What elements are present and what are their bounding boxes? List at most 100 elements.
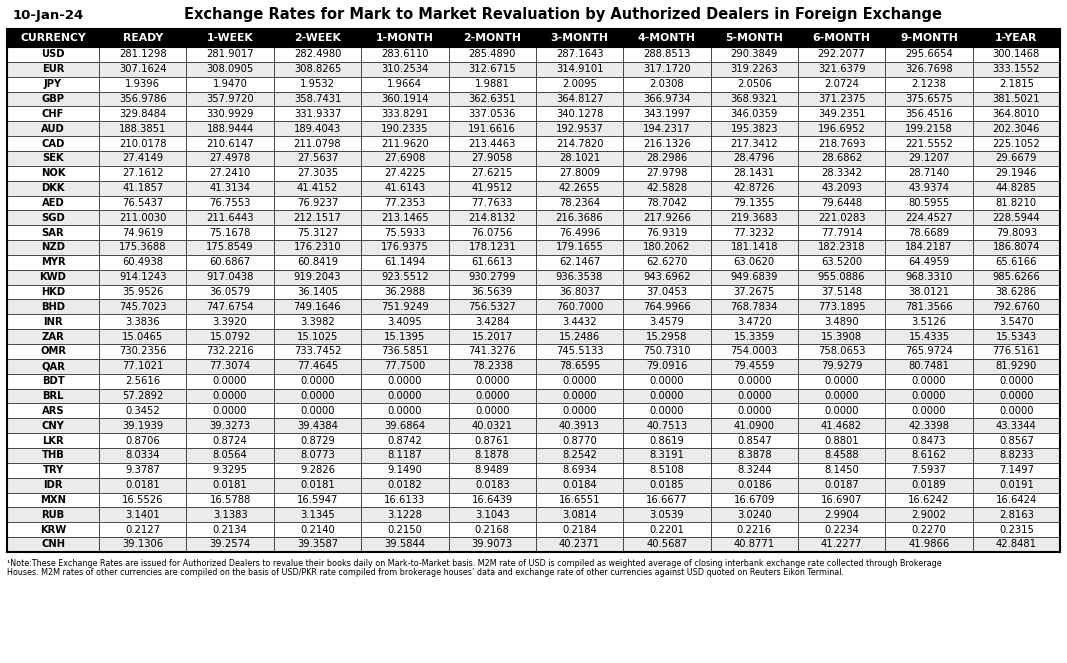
Bar — [7, 29, 1060, 47]
Text: 955.0886: 955.0886 — [818, 272, 865, 282]
Text: 218.7693: 218.7693 — [817, 139, 865, 149]
Text: 8.0334: 8.0334 — [126, 450, 160, 460]
Text: 28.1431: 28.1431 — [734, 168, 775, 178]
Text: 77.3232: 77.3232 — [734, 227, 775, 237]
Text: 36.1405: 36.1405 — [297, 287, 338, 297]
Text: 295.6654: 295.6654 — [905, 50, 953, 60]
Text: 76.7553: 76.7553 — [209, 198, 251, 208]
Text: 76.9319: 76.9319 — [647, 227, 687, 237]
Text: 15.3908: 15.3908 — [821, 332, 862, 341]
Text: 41.9866: 41.9866 — [908, 540, 950, 550]
Text: 214.7820: 214.7820 — [556, 139, 603, 149]
Text: 36.2988: 36.2988 — [384, 287, 426, 297]
Text: 65.6166: 65.6166 — [996, 257, 1037, 267]
Text: 2.8163: 2.8163 — [999, 510, 1034, 520]
Text: READY: READY — [123, 33, 163, 43]
Text: 0.0000: 0.0000 — [911, 391, 946, 401]
Text: 0.2234: 0.2234 — [824, 524, 859, 534]
Text: EUR: EUR — [42, 64, 64, 74]
Text: 39.3587: 39.3587 — [297, 540, 338, 550]
Text: 79.0916: 79.0916 — [647, 361, 687, 371]
Text: 375.6575: 375.6575 — [905, 94, 953, 104]
Text: 35.9526: 35.9526 — [122, 287, 163, 297]
Text: 3.0240: 3.0240 — [737, 510, 771, 520]
Text: 63.5200: 63.5200 — [821, 257, 862, 267]
Text: 0.0000: 0.0000 — [213, 376, 248, 386]
Text: 2.9002: 2.9002 — [911, 510, 946, 520]
Text: BHD: BHD — [41, 302, 65, 312]
Text: 16.6709: 16.6709 — [734, 495, 775, 505]
Bar — [7, 180, 1060, 196]
Text: 1.9396: 1.9396 — [125, 79, 160, 89]
Text: 39.3273: 39.3273 — [209, 421, 251, 431]
Text: KWD: KWD — [39, 272, 66, 282]
Text: 39.9073: 39.9073 — [472, 540, 513, 550]
Text: 43.3344: 43.3344 — [996, 421, 1037, 431]
Text: 1-WEEK: 1-WEEK — [207, 33, 254, 43]
Text: 914.1243: 914.1243 — [120, 272, 166, 282]
Text: 8.2542: 8.2542 — [562, 450, 596, 460]
Text: JPY: JPY — [44, 79, 62, 89]
Text: 756.5327: 756.5327 — [468, 302, 516, 312]
Text: 307.1624: 307.1624 — [120, 64, 166, 74]
Text: 0.0181: 0.0181 — [212, 480, 248, 490]
Text: 15.4335: 15.4335 — [908, 332, 950, 341]
Text: 0.0000: 0.0000 — [825, 391, 859, 401]
Text: 0.8567: 0.8567 — [999, 436, 1034, 446]
Text: 0.2184: 0.2184 — [562, 524, 596, 534]
Text: 186.8074: 186.8074 — [992, 243, 1040, 253]
Text: 191.6616: 191.6616 — [468, 124, 516, 134]
Text: 40.2371: 40.2371 — [559, 540, 600, 550]
Text: 27.8009: 27.8009 — [559, 168, 600, 178]
Text: 27.2410: 27.2410 — [209, 168, 251, 178]
Text: 8.0564: 8.0564 — [212, 450, 248, 460]
Text: 745.5133: 745.5133 — [556, 347, 603, 357]
Text: 346.0359: 346.0359 — [731, 109, 778, 119]
Text: 217.3412: 217.3412 — [731, 139, 778, 149]
Text: 57.2892: 57.2892 — [122, 391, 163, 401]
Text: 213.4463: 213.4463 — [468, 139, 515, 149]
Text: 27.6908: 27.6908 — [384, 153, 426, 163]
Text: 3.1345: 3.1345 — [300, 510, 335, 520]
Text: 79.9279: 79.9279 — [821, 361, 862, 371]
Text: 76.4996: 76.4996 — [559, 227, 601, 237]
Text: 0.8729: 0.8729 — [300, 436, 335, 446]
Text: 943.6962: 943.6962 — [643, 272, 690, 282]
Text: 213.1465: 213.1465 — [381, 213, 429, 223]
Text: 319.2263: 319.2263 — [731, 64, 778, 74]
Text: 2.0724: 2.0724 — [824, 79, 859, 89]
Text: 2-MONTH: 2-MONTH — [463, 33, 521, 43]
Text: 39.5844: 39.5844 — [384, 540, 426, 550]
Text: 0.0000: 0.0000 — [650, 376, 684, 386]
Text: 765.9724: 765.9724 — [905, 347, 953, 357]
Text: 0.2168: 0.2168 — [475, 524, 510, 534]
Text: MXN: MXN — [41, 495, 66, 505]
Text: 300.1468: 300.1468 — [992, 50, 1040, 60]
Bar — [7, 225, 1060, 240]
Text: 781.3566: 781.3566 — [905, 302, 953, 312]
Text: 0.0000: 0.0000 — [475, 391, 509, 401]
Text: AUD: AUD — [42, 124, 65, 134]
Text: 15.3359: 15.3359 — [734, 332, 775, 341]
Text: 0.8724: 0.8724 — [212, 436, 248, 446]
Text: THB: THB — [42, 450, 64, 460]
Text: 285.4890: 285.4890 — [468, 50, 515, 60]
Bar — [7, 389, 1060, 403]
Text: 36.5639: 36.5639 — [472, 287, 513, 297]
Text: 39.2574: 39.2574 — [209, 540, 251, 550]
Text: 3.0539: 3.0539 — [650, 510, 684, 520]
Text: 211.0030: 211.0030 — [120, 213, 166, 223]
Text: 0.0189: 0.0189 — [911, 480, 946, 490]
Text: 37.5148: 37.5148 — [821, 287, 862, 297]
Text: 0.0000: 0.0000 — [213, 391, 248, 401]
Bar — [7, 106, 1060, 121]
Text: 16.5947: 16.5947 — [297, 495, 338, 505]
Text: 357.9720: 357.9720 — [206, 94, 254, 104]
Bar — [7, 77, 1060, 91]
Text: 77.4645: 77.4645 — [297, 361, 338, 371]
Text: 15.2958: 15.2958 — [647, 332, 687, 341]
Text: 0.0187: 0.0187 — [824, 480, 859, 490]
Text: 76.5437: 76.5437 — [122, 198, 163, 208]
Text: DKK: DKK — [42, 183, 65, 193]
Text: 331.9337: 331.9337 — [293, 109, 341, 119]
